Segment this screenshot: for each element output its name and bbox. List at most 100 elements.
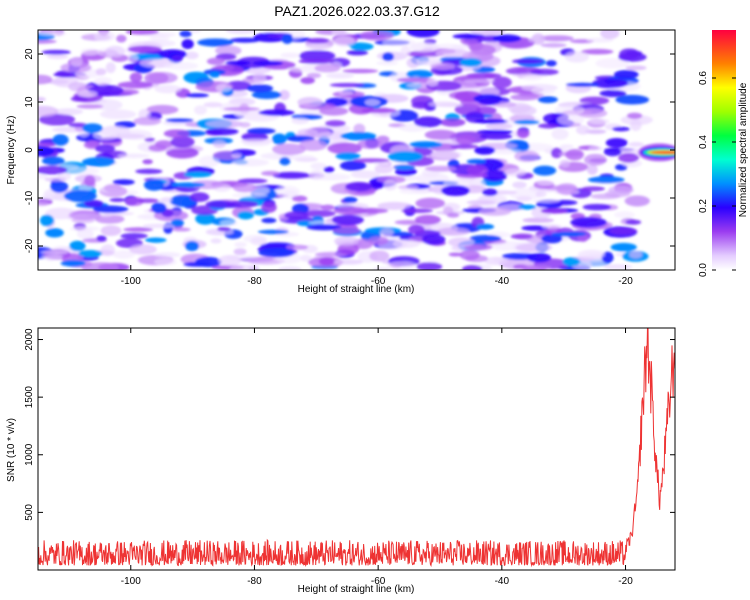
spectrogram-cell [376, 135, 390, 144]
spectrogram-cell [335, 152, 361, 160]
spectrogram-cell [38, 39, 57, 44]
spectrogram-cell [580, 48, 614, 55]
spectrogram-cell [350, 170, 381, 179]
spectrogram-cell [181, 39, 194, 50]
spectrogram-y-tick-label: 20 [24, 48, 35, 60]
spectrogram-cell [189, 192, 210, 202]
spectrogram-cell [537, 123, 560, 129]
spectrogram-cell [333, 259, 364, 265]
spectrogram-cell [69, 226, 100, 232]
spectrogram-cell [376, 60, 399, 66]
spectrogram-cell [120, 233, 148, 239]
spectrogram-cell [45, 228, 64, 238]
spectrogram-cell [618, 153, 639, 163]
spectrogram-cell [615, 94, 650, 105]
spectrogram-cell [60, 62, 92, 73]
spectrogram-cell [171, 227, 191, 232]
spectrogram-cell [619, 48, 640, 60]
spectrogram-cell [397, 185, 420, 190]
spectrogram-cell [319, 106, 349, 116]
spectrogram-y-tick-label: -10 [24, 190, 35, 205]
spectrogram-cell [447, 237, 475, 248]
spectrogram-cell [468, 30, 486, 33]
spectrogram-cell [70, 56, 83, 67]
spectrogram-cell [504, 168, 527, 177]
spectrogram-cell [94, 99, 123, 111]
snr-y-tick-label: 2000 [24, 328, 35, 351]
spectrogram-cell [46, 54, 69, 60]
spectrogram-cell [370, 181, 385, 189]
spectrogram-cell [554, 104, 585, 116]
spectrogram-cell [100, 225, 122, 237]
spectrogram-cell [78, 185, 93, 191]
snr-y-tick-label: 1500 [24, 386, 35, 409]
spectrogram-cell [333, 206, 368, 215]
spectrogram-cell [148, 144, 167, 152]
spectrogram-cell [297, 128, 318, 136]
spectrogram-cell [381, 38, 416, 47]
spectrogram-x-axis-label: Height of straight line (km) [298, 284, 415, 295]
spectrogram-cell [117, 81, 153, 89]
spectrogram-cell [400, 45, 411, 57]
spectrogram-cell [218, 254, 242, 267]
spectrogram-cell [160, 197, 173, 203]
chart-title: PAZ1.2026.022.03.37.G12 [274, 3, 440, 19]
spectrogram-cell [260, 170, 280, 176]
spectrogram-cell [38, 201, 49, 206]
spectrogram-cell [369, 250, 390, 262]
spectrogram-cell [306, 72, 322, 79]
spectrogram-cell [625, 219, 642, 225]
spectrogram-cell [334, 236, 359, 247]
spectrogram-cell [482, 169, 508, 182]
spectrogram-cell [451, 44, 470, 49]
spectrogram-cell [92, 130, 119, 141]
spectrogram-cell [426, 78, 438, 87]
spectrogram-cell [511, 58, 544, 64]
spectrogram-cell [318, 257, 336, 266]
spectrogram-cell [361, 107, 397, 114]
spectrogram-cell [69, 240, 86, 252]
spectrogram-cell [234, 241, 247, 248]
spectrogram-cell [125, 30, 159, 35]
colorbar-tick-label: 0.4 [698, 135, 709, 149]
spectrogram-cell [38, 173, 48, 180]
spectrogram-cell [343, 196, 358, 204]
spectrogram-cell [528, 36, 545, 43]
snr-x-axis-label: Height of straight line (km) [298, 584, 415, 595]
spectrogram-cell [197, 38, 234, 47]
spectrogram-cell [333, 36, 355, 47]
spectrogram-cell [455, 134, 476, 145]
spectrogram-cell [38, 31, 67, 37]
spectrogram-cell [252, 72, 267, 85]
spectrogram-cell [142, 223, 176, 229]
spectrogram-cell [590, 193, 621, 200]
spectrogram-cell [408, 224, 425, 235]
spectrogram-cell [462, 265, 483, 270]
spectrogram-cell [337, 243, 359, 255]
spectrogram-cell [357, 139, 383, 149]
spectrogram-cell [209, 71, 221, 78]
spectrogram-cell [232, 183, 257, 193]
snr-panel: -100 -80 -60 -40 -20 500 1000 1500 2000 Height … [6, 327, 676, 595]
spectrogram-cell [413, 116, 443, 128]
spectrogram-cell [466, 164, 488, 176]
spectrogram-cell [215, 45, 242, 56]
spectrogram-cell [313, 173, 351, 181]
spectrogram-cell [95, 144, 116, 153]
spectrogram-cell [38, 105, 59, 117]
spectrogram-cell [628, 142, 644, 147]
spectrogram-cell [584, 153, 607, 166]
snr-y-tick-label: 1000 [24, 443, 35, 466]
spectrogram-cell [459, 58, 483, 67]
spectrogram-cell [246, 84, 274, 93]
spectrogram-cell [154, 252, 181, 258]
spectrogram-cell [95, 68, 107, 76]
spectrogram-cell [125, 196, 144, 206]
spectrogram-cell [459, 249, 480, 261]
spectrogram-cell [605, 138, 628, 148]
spectrogram-cell [479, 133, 513, 140]
spectrogram-cell [94, 31, 116, 42]
spectrogram-cell [38, 96, 46, 102]
spectrogram-cell [50, 180, 69, 193]
spectrogram-cell [80, 48, 100, 56]
